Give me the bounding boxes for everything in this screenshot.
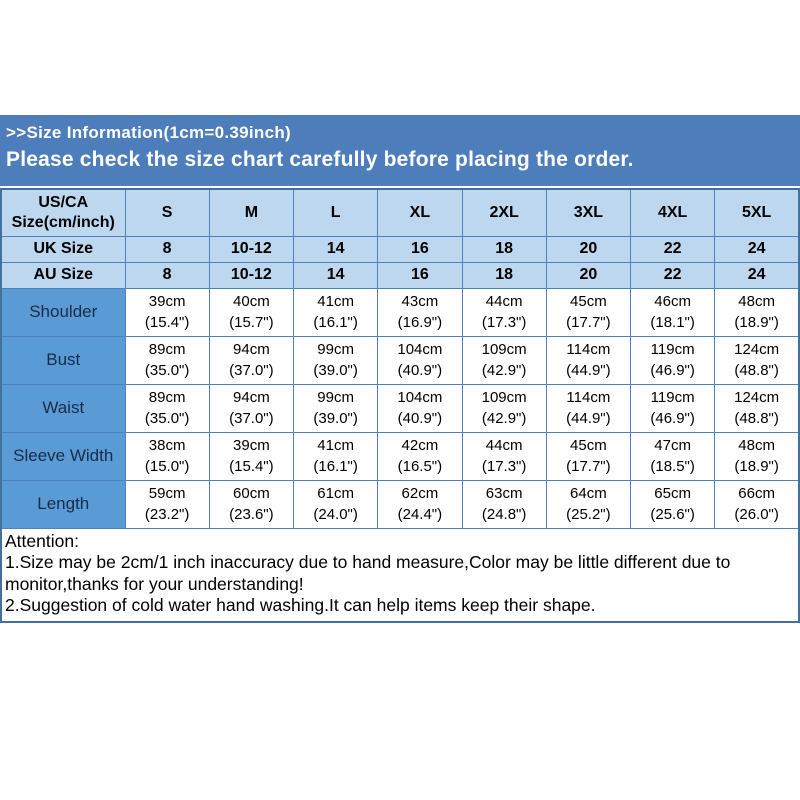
column-header: XL (377, 188, 463, 237)
measurement-value-cell: 43cm (16.9") (377, 287, 463, 337)
measurement-value-cell: 62cm (24.4") (377, 479, 463, 529)
measurement-value-cell: 60cm (23.6") (208, 479, 295, 529)
size-chart-table: US/CA Size(cm/inch) S M L XL 2XL 3XL 4XL 5XL UK … (0, 188, 800, 623)
measurement-value-cell: 124cm (48.8") (714, 383, 800, 433)
measurement-row: Waist 89cm (35.0") 94cm (37.0") 99cm (39.0"… (0, 383, 800, 433)
size-value-cell: 22 (629, 235, 716, 263)
size-value-cell: 22 (629, 261, 716, 289)
banner-subtitle: Please check the size chart carefully be… (6, 148, 634, 171)
measurement-value-cell: 48cm (18.9") (714, 431, 800, 481)
measurement-value-cell: 94cm (37.0") (208, 383, 295, 433)
measurement-value-cell: 64cm (25.2") (545, 479, 632, 529)
measurement-value-cell: 119cm (46.9") (629, 383, 716, 433)
measurement-row-label: Length (0, 479, 126, 529)
measurement-value-cell: 94cm (37.0") (208, 335, 295, 385)
size-row-label: UK Size (0, 235, 126, 263)
measurement-value-cell: 104cm (40.9") (377, 383, 463, 433)
measurement-value-cell: 99cm (39.0") (292, 383, 379, 433)
corner-header: US/CA Size(cm/inch) (0, 188, 126, 237)
size-value-cell: 24 (714, 261, 800, 289)
measurement-row-label: Bust (0, 335, 126, 385)
measurement-value-cell: 114cm (44.9") (545, 335, 632, 385)
measurement-value-cell: 45cm (17.7") (545, 287, 632, 337)
top-margin (0, 0, 800, 115)
size-value-cell: 20 (545, 261, 632, 289)
attention-note-2: 2.Suggestion of cold water hand washing.… (5, 595, 596, 615)
measurement-value-cell: 65cm (25.6") (629, 479, 716, 529)
measurement-row-label: Shoulder (0, 287, 126, 337)
measurement-row-label: Sleeve Width (0, 431, 126, 481)
measurement-value-cell: 89cm (35.0") (124, 335, 210, 385)
size-value-cell: 24 (714, 235, 800, 263)
measurement-value-cell: 44cm (17.3") (461, 431, 547, 481)
measurement-row: Shoulder 39cm (15.4") 40cm (15.7") 41cm (16… (0, 287, 800, 337)
banner-title: >>Size Information(1cm=0.39inch) (6, 123, 291, 142)
attention-title: Attention: (5, 530, 79, 551)
column-header: S (124, 188, 210, 237)
size-row-label: AU Size (0, 261, 126, 289)
measurement-value-cell: 104cm (40.9") (377, 335, 463, 385)
measurement-row: Bust 89cm (35.0") 94cm (37.0") 99cm (39.0")… (0, 335, 800, 385)
measurement-value-cell: 41cm (16.1") (292, 431, 379, 481)
column-header: 5XL (714, 188, 800, 237)
size-value-cell: 18 (461, 261, 547, 289)
measurement-value-cell: 124cm (48.8") (714, 335, 800, 385)
column-header: 4XL (629, 188, 716, 237)
size-value-cell: 20 (545, 235, 632, 263)
column-header: L (292, 188, 379, 237)
measurement-value-cell: 40cm (15.7") (208, 287, 295, 337)
measurement-row-label: Waist (0, 383, 126, 433)
attention-cell: Attention: 1.Size may be 2cm/1 inch inac… (0, 527, 800, 622)
measurement-value-cell: 39cm (15.4") (208, 431, 295, 481)
size-row: UK Size 8 10-12 14 16 18 20 22 24 (0, 235, 800, 263)
measurement-value-cell: 47cm (18.5") (629, 431, 716, 481)
measurement-value-cell: 45cm (17.7") (545, 431, 632, 481)
measurement-value-cell: 109cm (42.9") (461, 335, 547, 385)
measurement-value-cell: 66cm (26.0") (714, 479, 800, 529)
measurement-row: Sleeve Width 38cm (15.0") 39cm (15.4") 41cm… (0, 431, 800, 481)
measurement-value-cell: 44cm (17.3") (461, 287, 547, 337)
measurement-value-cell: 46cm (18.1") (629, 287, 716, 337)
size-value-cell: 16 (377, 235, 463, 263)
attention-row: Attention: 1.Size may be 2cm/1 inch inac… (0, 527, 800, 622)
measurement-row: Length 59cm (23.2") 60cm (23.6") 61cm (24.0… (0, 479, 800, 529)
column-header: 2XL (461, 188, 547, 237)
attention-note-1: 1.Size may be 2cm/1 inch inaccuracy due … (5, 552, 731, 594)
size-value-cell: 10-12 (208, 235, 295, 263)
size-value-cell: 10-12 (208, 261, 295, 289)
measurement-value-cell: 59cm (23.2") (124, 479, 210, 529)
size-row: AU Size 8 10-12 14 16 18 20 22 24 (0, 261, 800, 289)
measurement-value-cell: 38cm (15.0") (124, 431, 210, 481)
measurement-value-cell: 39cm (15.4") (124, 287, 210, 337)
measurement-value-cell: 119cm (46.9") (629, 335, 716, 385)
measurement-value-cell: 109cm (42.9") (461, 383, 547, 433)
measurement-value-cell: 99cm (39.0") (292, 335, 379, 385)
measurement-value-cell: 41cm (16.1") (292, 287, 379, 337)
measurement-value-cell: 114cm (44.9") (545, 383, 632, 433)
size-info-banner: >>Size Information(1cm=0.39inch) Please … (0, 115, 800, 186)
size-value-cell: 18 (461, 235, 547, 263)
size-value-cell: 8 (124, 261, 210, 289)
measurement-value-cell: 63cm (24.8") (461, 479, 547, 529)
size-value-cell: 14 (292, 261, 379, 289)
measurement-value-cell: 61cm (24.0") (292, 479, 379, 529)
column-header: M (208, 188, 295, 237)
table-header-row: US/CA Size(cm/inch) S M L XL 2XL 3XL 4XL 5XL (0, 188, 800, 237)
measurement-value-cell: 48cm (18.9") (714, 287, 800, 337)
size-value-cell: 14 (292, 235, 379, 263)
column-header: 3XL (545, 188, 632, 237)
size-value-cell: 16 (377, 261, 463, 289)
size-value-cell: 8 (124, 235, 210, 263)
measurement-value-cell: 89cm (35.0") (124, 383, 210, 433)
measurement-value-cell: 42cm (16.5") (377, 431, 463, 481)
